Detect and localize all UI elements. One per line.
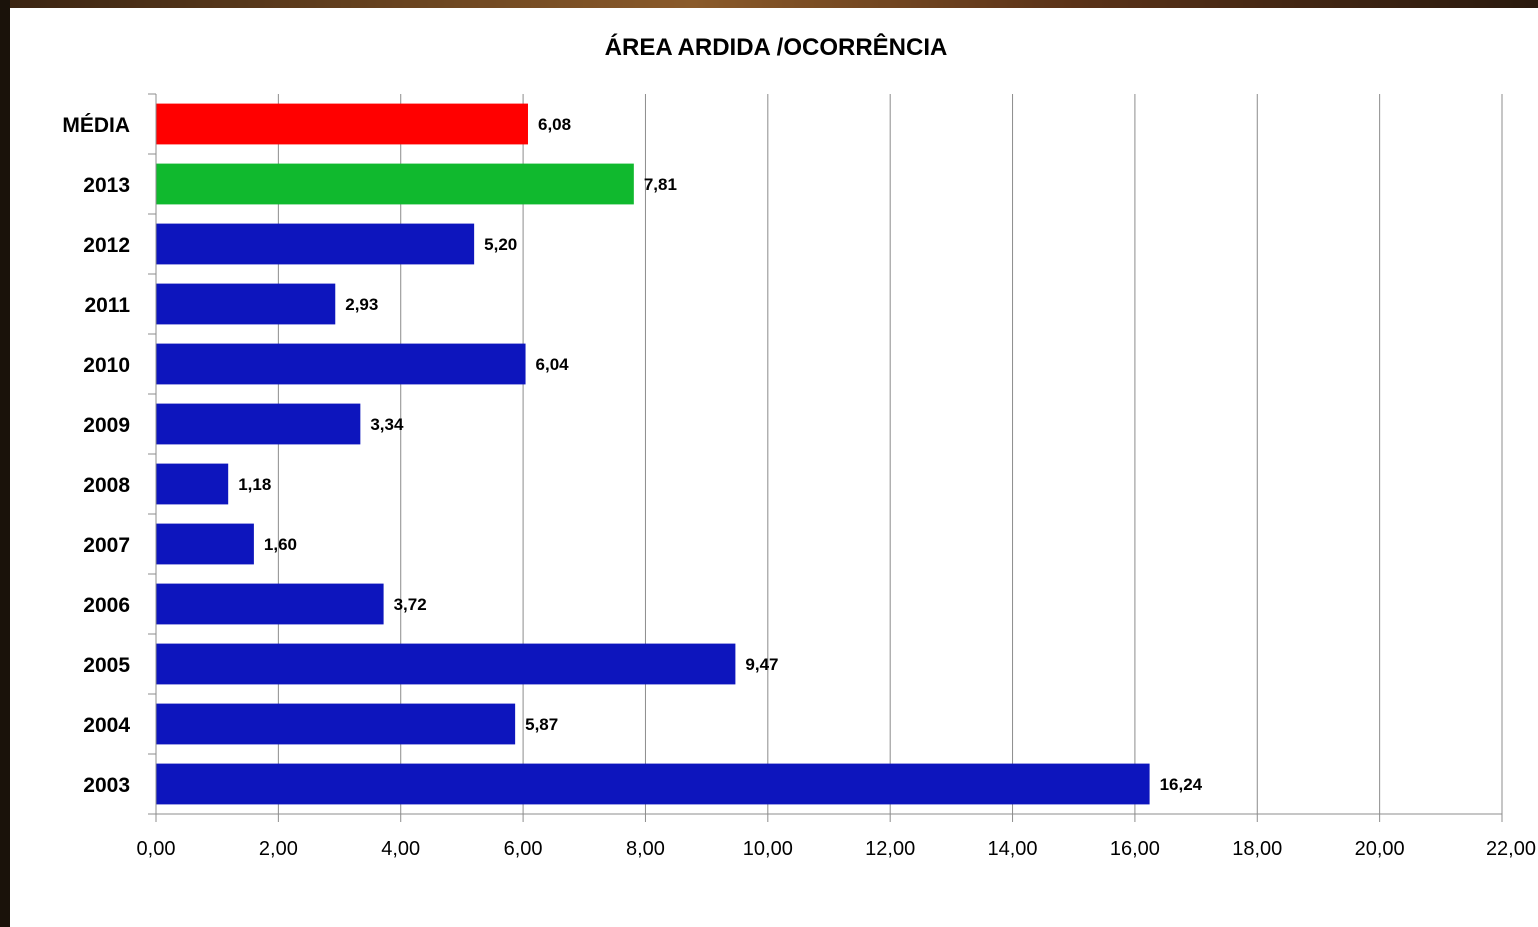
- bar: [156, 343, 526, 385]
- data-label: 2,93: [345, 295, 378, 314]
- x-tick-label: 0,00: [137, 838, 176, 860]
- data-label: 1,18: [238, 475, 271, 494]
- x-tick-label: 22,00: [1486, 838, 1536, 860]
- data-label: 3,72: [394, 595, 427, 614]
- data-label: 5,87: [525, 715, 558, 734]
- bar: [156, 523, 254, 565]
- chart-panel: ÁREA ARDIDA /OCORRÊNCIA 6,08 MÉDIA 7,81 201…: [10, 8, 1538, 927]
- bar: [156, 403, 361, 445]
- x-tick-label: 8,00: [626, 838, 665, 860]
- bar: [156, 283, 336, 325]
- bars: [156, 103, 1150, 805]
- x-tick-label: 12,00: [865, 838, 915, 860]
- x-tick-label: 16,00: [1110, 838, 1160, 860]
- category-label: 2004: [83, 714, 130, 737]
- data-label: 6,04: [536, 355, 570, 374]
- data-label: 3,34: [370, 415, 404, 434]
- axes: [148, 93, 1503, 822]
- category-label: 2008: [83, 474, 130, 497]
- gridlines: [277, 94, 1503, 814]
- bar: [156, 103, 528, 145]
- bar: [156, 703, 516, 745]
- labels: 6,08 MÉDIA 7,81 2013 5,20 2012 2,93 2011 6,04 201…: [62, 114, 1536, 860]
- data-label: 6,08: [538, 115, 571, 134]
- category-label: 2013: [83, 174, 130, 197]
- slide-background-left: [0, 0, 10, 927]
- category-label: 2010: [83, 354, 130, 377]
- category-label: 2006: [83, 594, 130, 617]
- data-label: 7,81: [644, 175, 677, 194]
- category-label: 2003: [83, 774, 130, 797]
- bar: [156, 583, 384, 625]
- bar: [156, 463, 229, 505]
- data-label: 9,47: [745, 655, 778, 674]
- bar-chart: ÁREA ARDIDA /OCORRÊNCIA 6,08 MÉDIA 7,81 201…: [62, 33, 1536, 860]
- x-tick-label: 20,00: [1355, 838, 1405, 860]
- bar: [156, 643, 736, 685]
- category-label: 2007: [83, 534, 130, 557]
- category-label: MÉDIA: [62, 114, 130, 137]
- x-tick-label: 14,00: [988, 838, 1038, 860]
- bar: [156, 163, 634, 205]
- category-label: 2012: [83, 234, 130, 257]
- x-tick-label: 6,00: [504, 838, 543, 860]
- data-label: 5,20: [484, 235, 517, 254]
- data-label: 16,24: [1160, 775, 1203, 794]
- x-tick-label: 2,00: [259, 838, 298, 860]
- x-tick-label: 4,00: [381, 838, 420, 860]
- chart-title: ÁREA ARDIDA /OCORRÊNCIA: [605, 33, 948, 61]
- category-label: 2011: [84, 294, 130, 317]
- x-tick-label: 10,00: [743, 838, 793, 860]
- x-tick-label: 18,00: [1232, 838, 1282, 860]
- data-label: 1,60: [264, 535, 297, 554]
- bar: [156, 223, 475, 265]
- category-label: 2005: [83, 654, 130, 677]
- slide-background-top: [0, 0, 1538, 8]
- category-label: 2009: [83, 414, 130, 437]
- bar: [156, 763, 1150, 805]
